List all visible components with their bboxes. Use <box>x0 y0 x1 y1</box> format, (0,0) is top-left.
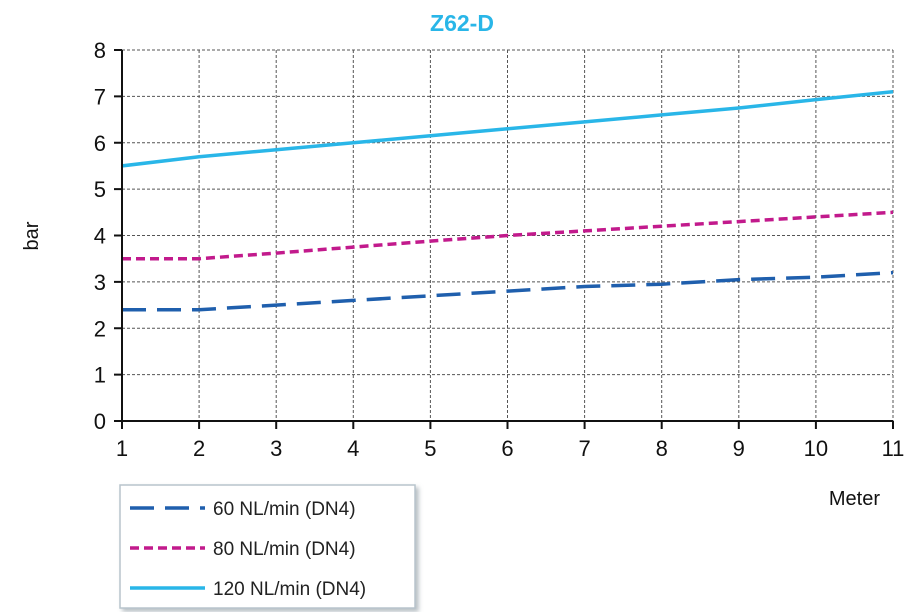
y-tick-label: 3 <box>94 270 106 295</box>
x-axis-label: Meter <box>829 488 880 510</box>
y-tick-label: 8 <box>94 38 106 63</box>
y-tick-label: 1 <box>94 363 106 388</box>
legend-label-1: 60 NL/min (DN4) <box>213 499 356 520</box>
y-tick-label: 5 <box>94 177 106 202</box>
x-tick-label: 2 <box>193 436 205 461</box>
y-tick-label: 4 <box>94 224 106 249</box>
legend-label-2: 80 NL/min (DN4) <box>213 539 356 560</box>
x-tick-label: 9 <box>733 436 745 461</box>
x-tick-label: 7 <box>578 436 590 461</box>
y-tick-label: 7 <box>94 84 106 109</box>
y-tick-label: 2 <box>94 316 106 341</box>
series-line-1 <box>122 273 893 310</box>
chart-title: Z62-D <box>430 10 494 36</box>
x-tick-label: 11 <box>882 436 905 461</box>
x-tick-label: 1 <box>116 436 128 461</box>
y-tick-label: 0 <box>94 409 106 434</box>
x-tick-label: 10 <box>804 436 828 461</box>
x-tick-label: 3 <box>270 436 282 461</box>
x-tick-label: 8 <box>656 436 668 461</box>
y-axis-label: bar <box>21 221 43 250</box>
legend-label-3: 120 NL/min (DN4) <box>213 579 366 600</box>
y-tick-label: 6 <box>94 131 106 156</box>
axes <box>114 50 893 429</box>
legend: 60 NL/min (DN4) 80 NL/min (DN4) 120 NL/min… <box>120 485 415 608</box>
x-tick-label: 4 <box>347 436 359 461</box>
x-tick-label: 6 <box>501 436 513 461</box>
x-tick-label: 5 <box>424 436 436 461</box>
